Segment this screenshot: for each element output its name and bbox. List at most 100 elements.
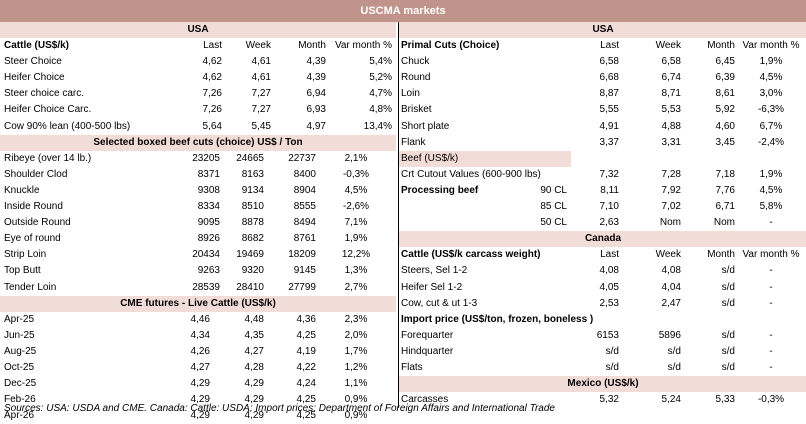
value-month: s/d [721, 297, 735, 309]
value-week: 6,74 [661, 72, 681, 84]
value-month: s/d [721, 345, 735, 357]
sources-footnote: Sources: USA: USDA and CME. Canada: Catt… [4, 403, 555, 414]
contract-month: Aug-25 [4, 345, 37, 357]
value-week: 7,27 [251, 104, 271, 116]
canada-cattle-row: Steers, Sel 1-2 4,08 4,08 s/d - [399, 263, 806, 279]
value-var-month: 4,5% [344, 184, 368, 196]
value-var-month: - [769, 297, 773, 309]
value-last: 4,62 [202, 72, 222, 84]
sheet-title: USCMA markets [0, 0, 806, 22]
row-label: Strip Loin [4, 249, 47, 261]
cl-grade: 85 CL [540, 201, 567, 213]
col-header-week: Week [245, 40, 271, 52]
value-var-month: - [769, 345, 773, 357]
futures-header-label: CME futures - Live Cattle (US$/k) [120, 297, 276, 309]
primal-cut-row: Short plate 4,91 4,88 4,60 6,7% [399, 119, 806, 135]
value-week: 4,27 [244, 345, 264, 357]
value-last: 28539 [192, 281, 220, 293]
value-var-month: 12,2% [341, 249, 371, 261]
value-last: 9095 [197, 217, 220, 229]
futures-row: Apr-25 4,46 4,48 4,36 2,3% [0, 312, 396, 328]
value-week: 4,61 [251, 72, 271, 84]
col-header-var-month: Var month % [742, 249, 800, 261]
col-header-week: Week [655, 40, 681, 52]
futures-row: Apr-26 4,29 4,29 4,25 0,9% [0, 408, 396, 424]
value-last: 9308 [197, 184, 220, 196]
row-label: Forequarter [401, 329, 454, 341]
canada-cattle-header-label: Cattle (US$/k carcass weight) [401, 249, 541, 261]
value-week: 4,88 [661, 120, 681, 132]
futures-header: CME futures - Live Cattle (US$/k) [0, 295, 396, 312]
value-last: 3,37 [599, 136, 619, 148]
value-week: Nom [659, 217, 681, 229]
value-month: s/d [721, 281, 735, 293]
value-var-month: 2,1% [344, 152, 368, 164]
primal-header-row: Primal Cuts (Choice) Last Week Month Var mon… [399, 38, 806, 54]
row-label: Flats [401, 361, 423, 373]
value-var-month: -6,3% [757, 104, 785, 116]
primal-cut-row: Brisket 5,55 5,53 5,92 -6,3% [399, 102, 806, 118]
value-month: 8555 [293, 201, 316, 213]
value-var-month: 2,7% [344, 281, 368, 293]
value-last: 8371 [197, 168, 220, 180]
beef-row: 50 CL 2,63 Nom Nom - [399, 215, 806, 231]
row-label: Round [401, 72, 431, 84]
value-last: 8,87 [599, 88, 619, 100]
mexico-row: Carcasses 5,32 5,24 5,33 -0,3% [399, 392, 806, 408]
primal-cut-row: Loin 8,87 8,71 8,61 3,0% [399, 86, 806, 102]
value-week: 9320 [241, 265, 264, 277]
value-month: 4,97 [306, 120, 326, 132]
row-label: Cow 90% lean (400-500 lbs) [4, 120, 131, 132]
value-week: 4,29 [244, 378, 264, 390]
value-month: 6,93 [306, 104, 326, 116]
value-week: 4,61 [251, 56, 271, 68]
mexico-header: Mexico (US$/k) [399, 376, 806, 393]
value-week: 5,53 [661, 104, 681, 116]
row-label: Carcasses [401, 394, 449, 406]
value-var-month: 5,8% [759, 201, 783, 213]
primal-header-label: Primal Cuts (Choice) [401, 40, 500, 52]
row-label: Crt Cutout Values (600-900 lbs) [401, 168, 541, 180]
row-label: Knuckle [4, 184, 40, 196]
beef-row: Crt Cutout Values (600-900 lbs) 7,32 7,28 7… [399, 167, 806, 183]
row-label: Flank [401, 136, 426, 148]
value-last: 2,53 [599, 297, 619, 309]
row-label: Inside Round [4, 201, 63, 213]
value-last: 8926 [197, 233, 220, 245]
value-var-month: 5,2% [369, 72, 392, 84]
value-month: 9145 [293, 265, 316, 277]
value-last: 6,68 [599, 72, 619, 84]
col-header-last: Last [203, 40, 222, 52]
cattle-header-label: Cattle (US$/k) [4, 40, 70, 52]
value-week: 28410 [236, 281, 264, 293]
value-month: 4,39 [306, 72, 326, 84]
value-last: 6153 [596, 329, 619, 341]
canada-header: Canada [399, 231, 806, 248]
row-label: Heifer Sel 1-2 [401, 281, 463, 293]
value-month: 8494 [293, 217, 316, 229]
canada-cattle-header-row: Cattle (US$/k carcass weight) Last Week Mon… [399, 247, 806, 263]
value-week: 2,47 [661, 297, 681, 309]
cl-grade: 50 CL [540, 217, 567, 229]
value-var-month: 2,0% [344, 329, 368, 341]
value-var-month: -0,3% [342, 168, 370, 180]
value-var-month: -0,3% [757, 394, 785, 406]
value-var-month: 0,9% [344, 394, 368, 406]
value-month: s/d [721, 329, 735, 341]
contract-month: Dec-25 [4, 378, 37, 390]
row-label: Hindquarter [401, 345, 454, 357]
value-last: 4,05 [599, 281, 619, 293]
right-panel: USA Primal Cuts (Choice) Last Week Month Var … [398, 22, 806, 409]
futures-row: Jun-25 4,34 4,35 4,25 2,0% [0, 328, 396, 344]
value-last: s/d [605, 345, 619, 357]
canada-cattle-row: Cow, cut & ut 1-3 2,53 2,47 s/d - [399, 296, 806, 312]
value-var-month: 7,1% [344, 217, 368, 229]
value-month: 5,92 [715, 104, 735, 116]
contract-month: Oct-25 [4, 361, 35, 373]
value-last: s/d [605, 361, 619, 373]
value-var-month: 0,9% [344, 410, 368, 422]
futures-row: Oct-25 4,27 4,28 4,22 1,2% [0, 360, 396, 376]
value-var-month: 13,4% [363, 120, 392, 132]
value-week: 5,24 [661, 394, 681, 406]
